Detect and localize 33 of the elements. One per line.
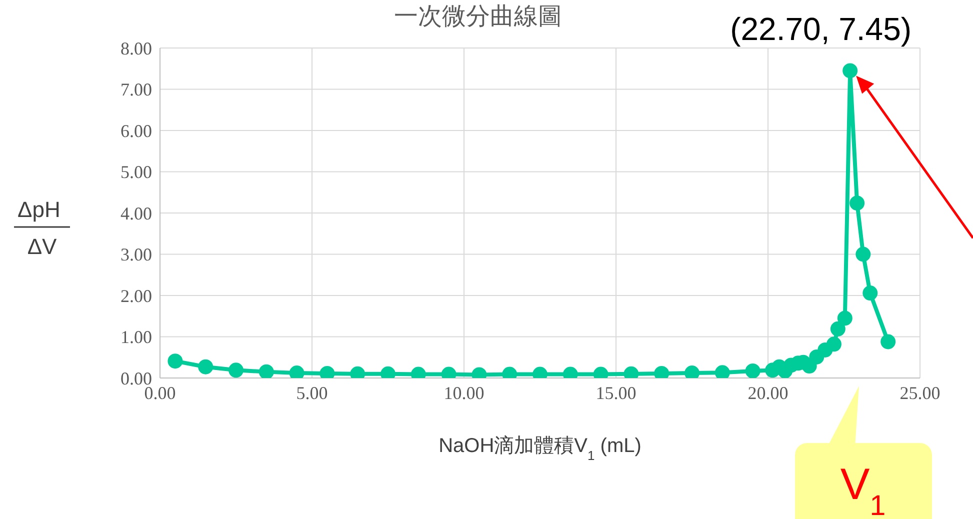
- point: [826, 336, 842, 352]
- x-tick-label: 25.00: [900, 382, 940, 403]
- chart-title: 一次微分曲線圖: [394, 3, 562, 30]
- point: [880, 334, 896, 350]
- y-tick-label: 8.00: [120, 38, 152, 58]
- point: [228, 362, 244, 378]
- point: [856, 246, 871, 262]
- y-tick-label: 2.00: [120, 286, 152, 306]
- y-tick-label: 1.00: [120, 327, 152, 348]
- point: [714, 365, 730, 378]
- point: [862, 286, 878, 301]
- x-tick-label: 5.00: [296, 382, 328, 403]
- y-tick-label: 4.00: [120, 203, 152, 224]
- y-tick-label: 7.00: [120, 80, 152, 100]
- point: [258, 364, 274, 378]
- point: [168, 354, 183, 369]
- annotation: (22.70, 7.45): [730, 11, 912, 47]
- text: V$_{1}$: [840, 460, 886, 519]
- y-tick-label: 0.00: [120, 368, 152, 388]
- x-tick-label: 20.00: [748, 382, 788, 403]
- y-axis-title: ΔpH ΔV: [18, 197, 66, 259]
- point: [745, 363, 760, 378]
- point: [837, 310, 852, 326]
- point: [830, 321, 846, 336]
- y-tick-label: 3.00: [120, 244, 152, 265]
- y-tick-label: 6.00: [120, 120, 152, 141]
- y-tick-label: 5.00: [120, 162, 152, 182]
- point: [842, 63, 858, 78]
- point: [850, 196, 865, 211]
- x-axis-title: NaOH滴加體積V$_{1}$ (mL): [438, 435, 642, 462]
- x-tick-label: 15.00: [596, 382, 636, 403]
- x-tick-label: 10.00: [444, 382, 484, 403]
- point: [198, 359, 214, 374]
